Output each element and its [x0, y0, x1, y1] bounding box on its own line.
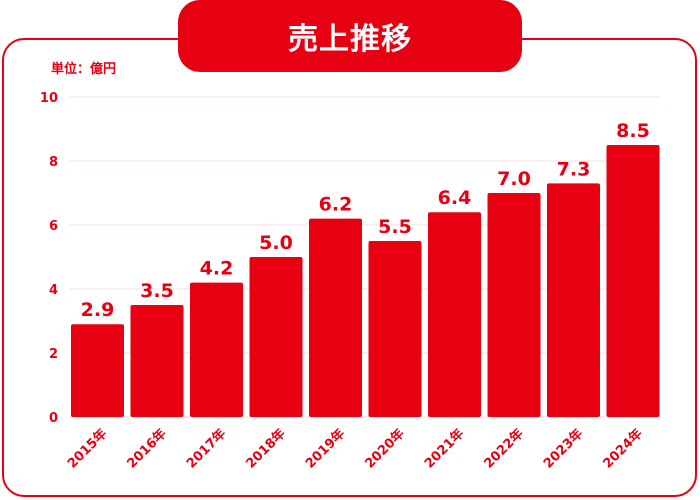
- bar: [368, 241, 422, 417]
- x-tick-label: 2019年: [302, 426, 348, 472]
- unit-label: 単位：億円: [51, 62, 117, 77]
- bar: [249, 257, 303, 417]
- bar: [547, 183, 600, 417]
- data-label: 5.0: [259, 232, 293, 254]
- y-tick-label: 2: [49, 347, 58, 362]
- data-label: 6.2: [319, 194, 353, 216]
- bar: [190, 282, 243, 417]
- y-tick-label: 0: [49, 411, 58, 426]
- data-label: 4.2: [200, 258, 234, 280]
- x-tick-label: 2024年: [600, 426, 646, 472]
- data-label: 8.5: [616, 120, 650, 142]
- bar: [130, 305, 184, 417]
- x-tick-label: 2018年: [243, 426, 289, 472]
- x-tick-label: 2022年: [481, 426, 527, 472]
- x-tick-label: 2016年: [124, 426, 170, 472]
- data-label: 2.9: [81, 299, 115, 321]
- bar: [71, 324, 124, 417]
- x-tick-label: 2015年: [64, 426, 110, 472]
- data-label: 7.3: [557, 158, 591, 180]
- y-tick-label: 4: [49, 283, 58, 298]
- bar: [606, 145, 660, 417]
- data-label: 6.4: [438, 187, 472, 209]
- x-tick-label: 2023年: [540, 426, 586, 472]
- bar: [487, 193, 541, 417]
- chart-title: 売上推移: [178, 0, 522, 72]
- data-label: 5.5: [378, 216, 412, 238]
- bar: [428, 212, 481, 417]
- y-tick-label: 6: [49, 219, 58, 234]
- x-tick-label: 2017年: [183, 426, 229, 472]
- data-label: 7.0: [497, 168, 531, 190]
- y-tick-label: 10: [40, 91, 58, 106]
- x-tick-label: 2020年: [362, 426, 408, 472]
- data-label: 3.5: [140, 280, 174, 302]
- bar: [309, 218, 362, 417]
- y-tick-label: 8: [49, 155, 58, 170]
- x-tick-label: 2021年: [421, 426, 467, 472]
